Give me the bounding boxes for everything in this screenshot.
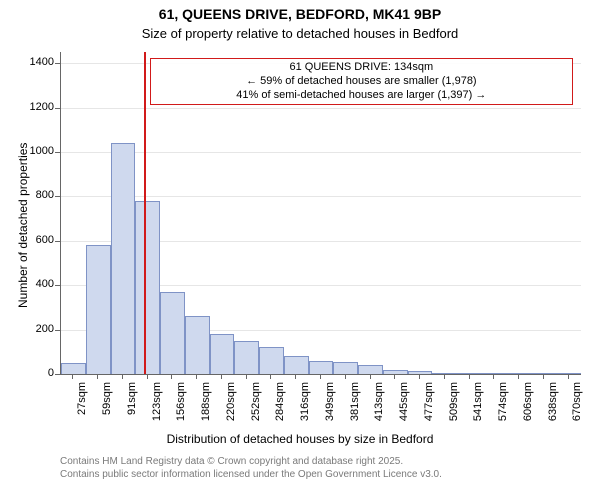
x-tick-mark [147, 374, 148, 379]
y-tick-mark [55, 63, 60, 64]
y-tick-label: 0 [20, 367, 54, 379]
callout-title: 61 QUEENS DRIVE: 134sqm [155, 61, 568, 75]
x-tick-mark [171, 374, 172, 379]
x-tick-mark [221, 374, 222, 379]
x-tick-label: 670sqm [572, 382, 584, 421]
y-tick-label: 1000 [20, 145, 54, 157]
bar [333, 362, 358, 374]
x-tick-label: 638sqm [547, 382, 559, 421]
y-tick-mark [55, 241, 60, 242]
y-tick-label: 200 [20, 323, 54, 335]
y-tick-mark [55, 374, 60, 375]
callout-box: 61 QUEENS DRIVE: 134sqm ← 59% of detache… [150, 58, 573, 105]
x-tick-mark [518, 374, 519, 379]
y-tick-label: 600 [20, 234, 54, 246]
bar [111, 143, 136, 374]
x-tick-label: 445sqm [398, 382, 410, 421]
bar [259, 347, 284, 374]
y-tick-label: 800 [20, 189, 54, 201]
x-tick-label: 606sqm [522, 382, 534, 421]
x-tick-mark [444, 374, 445, 379]
x-tick-label: 156sqm [175, 382, 187, 421]
x-tick-label: 188sqm [200, 382, 212, 421]
x-tick-label: 413sqm [374, 382, 386, 421]
footer-line-2: Contains public sector information licen… [60, 469, 442, 482]
gridline [61, 196, 581, 197]
x-tick-mark [246, 374, 247, 379]
y-tick-mark [55, 330, 60, 331]
attribution-footer: Contains HM Land Registry data © Crown c… [60, 456, 442, 481]
x-tick-label: 316sqm [299, 382, 311, 421]
bar [358, 365, 383, 374]
y-tick-label: 1200 [20, 101, 54, 113]
y-tick-mark [55, 285, 60, 286]
x-tick-mark [419, 374, 420, 379]
chart-title: 61, QUEENS DRIVE, BEDFORD, MK41 9BP [0, 6, 600, 22]
x-tick-label: 123sqm [151, 382, 163, 421]
x-tick-label: 477sqm [423, 382, 435, 421]
x-tick-mark [196, 374, 197, 379]
y-tick-label: 400 [20, 278, 54, 290]
x-tick-label: 509sqm [448, 382, 460, 421]
chart-container: 61, QUEENS DRIVE, BEDFORD, MK41 9BP Size… [0, 0, 600, 500]
bar [284, 356, 309, 374]
x-tick-label: 252sqm [250, 382, 262, 421]
y-tick-label: 1400 [20, 56, 54, 68]
bar [185, 316, 210, 374]
bar [234, 341, 259, 374]
gridline [61, 152, 581, 153]
reference-line [144, 52, 146, 374]
x-tick-mark [122, 374, 123, 379]
callout-line-larger: 41% of semi-detached houses are larger (… [155, 89, 568, 103]
x-tick-mark [469, 374, 470, 379]
x-tick-mark [370, 374, 371, 379]
x-tick-mark [320, 374, 321, 379]
x-tick-label: 349sqm [324, 382, 336, 421]
plot-area: 61 QUEENS DRIVE: 134sqm ← 59% of detache… [60, 52, 581, 375]
x-tick-mark [543, 374, 544, 379]
bar [309, 361, 334, 374]
x-tick-mark [493, 374, 494, 379]
x-tick-label: 381sqm [349, 382, 361, 421]
bar [432, 373, 457, 374]
x-tick-mark [345, 374, 346, 379]
x-tick-label: 220sqm [225, 382, 237, 421]
bar [531, 373, 556, 374]
y-tick-mark [55, 152, 60, 153]
x-tick-mark [270, 374, 271, 379]
bar [61, 363, 86, 374]
footer-line-1: Contains HM Land Registry data © Crown c… [60, 456, 442, 469]
x-tick-mark [394, 374, 395, 379]
x-axis-label: Distribution of detached houses by size … [0, 432, 600, 446]
chart-subtitle: Size of property relative to detached ho… [0, 26, 600, 41]
gridline [61, 108, 581, 109]
bar [86, 245, 111, 374]
bar [160, 292, 185, 374]
callout-line-smaller: ← 59% of detached houses are smaller (1,… [155, 75, 568, 89]
x-tick-label: 574sqm [497, 382, 509, 421]
x-tick-mark [295, 374, 296, 379]
bar [210, 334, 235, 374]
x-tick-label: 91sqm [126, 382, 138, 415]
x-tick-mark [72, 374, 73, 379]
x-tick-label: 27sqm [76, 382, 88, 415]
bar [135, 201, 160, 374]
y-tick-mark [55, 108, 60, 109]
x-tick-label: 284sqm [274, 382, 286, 421]
x-tick-mark [568, 374, 569, 379]
bar [556, 373, 581, 374]
y-tick-mark [55, 196, 60, 197]
x-tick-label: 59sqm [101, 382, 113, 415]
x-tick-label: 541sqm [473, 382, 485, 421]
x-tick-mark [97, 374, 98, 379]
bar [457, 373, 482, 374]
